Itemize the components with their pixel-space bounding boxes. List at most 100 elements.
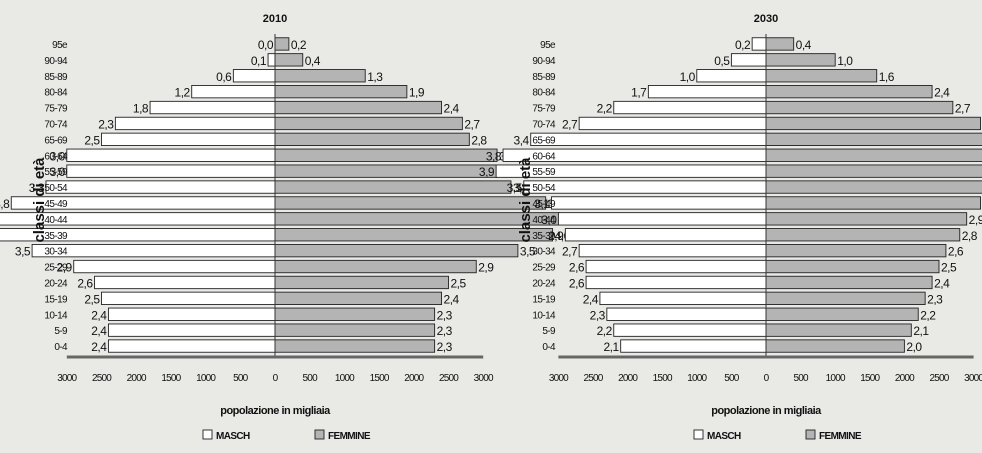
x-tick-label: 1500 xyxy=(860,373,880,384)
bar-masch-95e xyxy=(751,37,767,51)
category-label: 90-94 xyxy=(532,56,556,67)
x-tick-label: 2000 xyxy=(618,373,638,384)
bar-masch-80-84 xyxy=(191,84,276,99)
value-label-masch: 2,3 xyxy=(590,308,606,322)
category-label: 15-19 xyxy=(44,294,68,305)
bar-femmine-80-84 xyxy=(765,84,933,99)
category-label: 65-69 xyxy=(532,135,556,146)
bar-femmine-55-59 xyxy=(765,164,982,178)
bar-femmine-70-74 xyxy=(274,116,463,131)
value-label-masch: 2,1 xyxy=(603,340,619,354)
legend-swatch-femmine xyxy=(805,429,816,440)
bar-femmine-15-19 xyxy=(765,291,926,305)
value-label-femmine: 2,1 xyxy=(913,324,929,338)
category-label: 75-79 xyxy=(532,104,556,115)
bar-femmine-25-29 xyxy=(765,259,940,274)
chart-title: 2010 xyxy=(263,13,287,25)
bar-masch-20-24 xyxy=(585,275,767,290)
bar-femmine-40-44 xyxy=(765,212,968,226)
x-tick-label: 2000 xyxy=(127,373,147,384)
bar-femmine-15-19 xyxy=(274,291,443,305)
legend-swatch-masch xyxy=(202,429,213,440)
bar-masch-70-74 xyxy=(114,116,276,131)
x-axis-label: popolazione in migliaia xyxy=(220,405,331,417)
value-label-masch: 2,7 xyxy=(562,117,578,131)
bar-femmine-10-14 xyxy=(765,307,919,321)
bar-masch-50-54 xyxy=(45,180,276,194)
legend: MASCH FEMMINE xyxy=(693,429,862,442)
value-label-femmine: 0,4 xyxy=(305,54,321,68)
value-label-femmine: 2,6 xyxy=(948,245,964,259)
category-label: 5-9 xyxy=(54,326,68,337)
value-label-femmine: 2,8 xyxy=(471,133,487,147)
value-label-masch: 3,8 xyxy=(0,197,10,211)
value-label-masch: 2,4 xyxy=(91,340,107,354)
x-tick-label: 0 xyxy=(273,373,279,384)
value-label-masch: 0,5 xyxy=(714,54,730,68)
category-label: 40-44 xyxy=(44,215,68,226)
category-label: 70-74 xyxy=(532,119,556,130)
bar-femmine-50-54 xyxy=(765,180,982,194)
bar-masch-65-69 xyxy=(530,132,767,146)
bar-femmine-20-24 xyxy=(274,275,449,290)
category-label: 0-4 xyxy=(54,342,68,353)
bar-femmine-45-49 xyxy=(765,196,981,210)
bar-femmine-0-4 xyxy=(765,339,905,353)
bar-masch-5-9 xyxy=(107,323,276,337)
x-axis-label: popolazione in migliaia xyxy=(711,405,822,417)
value-label-masch: 3,5 xyxy=(507,181,523,195)
bar-masch-55-59 xyxy=(66,164,276,178)
bar-masch-90-94 xyxy=(730,53,767,67)
bar-masch-0-4 xyxy=(107,339,276,353)
legend-swatch-masch xyxy=(693,429,704,440)
category-label: 30-34 xyxy=(44,247,68,258)
category-label: 45-49 xyxy=(532,199,556,210)
category-label: 85-89 xyxy=(532,72,556,83)
category-label: 65-69 xyxy=(44,135,68,146)
value-label-masch: 2,4 xyxy=(91,324,107,338)
bar-masch-50-54 xyxy=(523,180,767,194)
category-label: 95e xyxy=(540,40,556,51)
value-label-masch: 2,6 xyxy=(569,276,585,290)
value-label-femmine: 2,8 xyxy=(962,229,978,243)
bar-femmine-90-94 xyxy=(274,53,304,67)
value-label-masch: 1,0 xyxy=(680,70,696,84)
bar-masch-60-64 xyxy=(66,148,276,162)
value-label-masch: 3,3 xyxy=(29,181,45,195)
value-label-masch: 0,1 xyxy=(251,54,267,68)
bar-femmine-55-59 xyxy=(274,164,498,178)
x-tick-label: 500 xyxy=(233,373,249,384)
category-label: 10-14 xyxy=(44,310,68,321)
category-label: 25-29 xyxy=(532,263,556,274)
value-label-masch: 2,7 xyxy=(562,245,578,259)
value-label-masch: 1,2 xyxy=(175,86,191,100)
bar-masch-75-79 xyxy=(613,100,767,115)
bar-masch-85-89 xyxy=(696,69,767,83)
value-label-femmine: 2,4 xyxy=(444,292,460,306)
bar-masch-90-94 xyxy=(267,53,276,67)
value-label-masch: 2,4 xyxy=(91,308,107,322)
value-label-masch: 2,4 xyxy=(583,292,599,306)
value-label-femmine: 2,0 xyxy=(906,340,922,354)
category-label: 60-64 xyxy=(44,151,68,162)
value-label-masch: 3,1 xyxy=(534,197,550,211)
bar-femmine-20-24 xyxy=(765,275,933,290)
category-label: 50-54 xyxy=(532,183,556,194)
x-tick-label: 1500 xyxy=(653,373,673,384)
value-label-femmine: 2,4 xyxy=(934,276,950,290)
x-tick-label: 2500 xyxy=(583,373,603,384)
x-tick-label: 1000 xyxy=(196,373,216,384)
bar-masch-0-4 xyxy=(620,339,767,353)
category-label: 80-84 xyxy=(44,88,68,99)
value-label-femmine: 2,9 xyxy=(969,213,982,227)
value-label-masch: 1,8 xyxy=(133,102,149,116)
category-label: 80-84 xyxy=(532,88,556,99)
x-tick-label: 3000 xyxy=(474,373,494,384)
value-label-femmine: 2,3 xyxy=(437,340,453,354)
category-label: 0-4 xyxy=(542,342,556,353)
bar-femmine-45-49 xyxy=(274,196,547,210)
value-label-femmine: 2,2 xyxy=(920,308,936,322)
bar-masch-30-34 xyxy=(31,243,276,258)
